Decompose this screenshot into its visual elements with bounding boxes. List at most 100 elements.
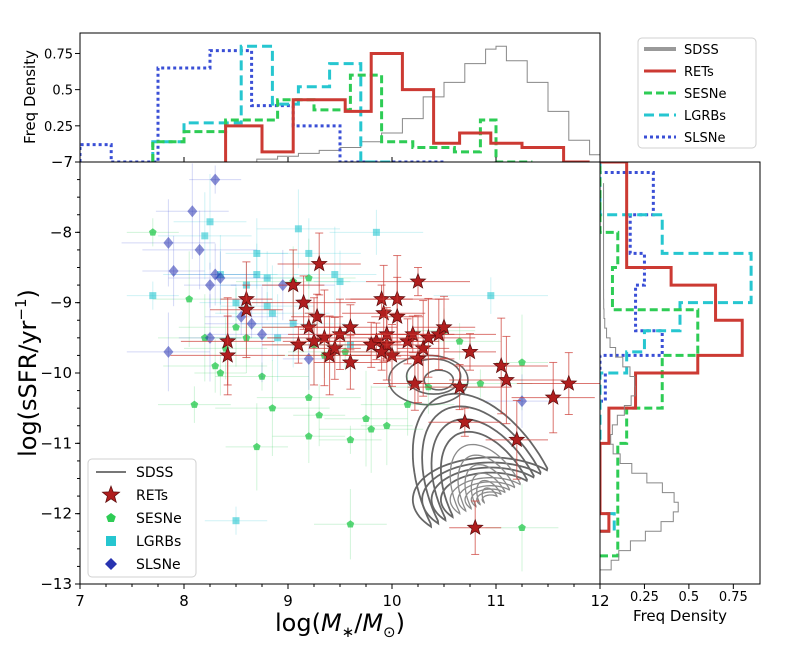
- sesne-point: [194, 350, 247, 396]
- sesne-point: [272, 409, 346, 464]
- hist-legend-label: SDSS: [684, 43, 719, 58]
- rets-point: [407, 364, 512, 411]
- sesne-point: [152, 251, 226, 347]
- lgrbs-point: [158, 192, 252, 280]
- slsne-diamond-marker: [215, 272, 226, 285]
- legend-pentagon: [106, 513, 116, 522]
- sesne-pentagon-marker: [362, 414, 370, 422]
- sesne-pentagon-marker: [149, 228, 157, 236]
- main-ytick-label: −9: [50, 294, 72, 312]
- rets-point: [397, 300, 450, 397]
- main-xtick-label: 8: [179, 592, 189, 610]
- sesne-pentagon-marker: [315, 411, 323, 419]
- rets-point: [334, 321, 408, 368]
- ret-star-marker: [456, 413, 474, 430]
- ret-star-marker: [373, 290, 391, 307]
- slsne-diamond-marker: [246, 317, 257, 330]
- sdss-contour-line: [470, 472, 506, 508]
- ret-star-marker: [419, 328, 437, 346]
- rets-point: [262, 249, 325, 321]
- sdss-contour-line: [481, 487, 498, 505]
- rets-point: [277, 232, 361, 296]
- legend-square: [106, 536, 116, 546]
- sesne-pentagon-marker: [455, 337, 464, 345]
- ret-star-marker: [508, 430, 526, 448]
- lgrb-square-marker: [336, 278, 344, 286]
- hist-legend-item: LGRBs: [644, 109, 726, 124]
- ret-star-marker: [388, 307, 406, 325]
- legend-diamond: [105, 558, 117, 570]
- sesne-pentagon-marker: [305, 393, 313, 401]
- slsne-point: [168, 251, 273, 305]
- rets-point: [267, 289, 382, 387]
- top-hist-lgrbs: [151, 44, 392, 162]
- lgrb-square-marker: [149, 292, 157, 300]
- lgrbs-point: [204, 506, 268, 535]
- ret-star-marker: [237, 300, 255, 318]
- sesne-point: [256, 362, 361, 433]
- ret-star-marker: [295, 293, 313, 310]
- right-xtick-label: 0.75: [719, 590, 748, 605]
- main-legend-item: SDSS: [96, 465, 174, 481]
- hist-legend-label: SESNe: [684, 87, 726, 102]
- slsne-diamond-marker: [303, 352, 314, 365]
- top-hist-slsne: [80, 49, 444, 162]
- slsne-point: [178, 294, 242, 382]
- slsne-point: [189, 165, 242, 194]
- main-xtick-label: 9: [283, 592, 293, 610]
- sesne-point: [293, 384, 346, 447]
- sesne-point: [163, 339, 268, 393]
- ret-star-marker: [497, 371, 515, 388]
- sdss-contour-line: [421, 405, 542, 526]
- hist-legend-item: RETs: [644, 65, 714, 80]
- ret-star-marker: [461, 342, 479, 360]
- slsne-diamond-marker: [210, 173, 221, 186]
- lgrbs-point: [215, 251, 320, 305]
- lgrbs-point: [126, 281, 179, 310]
- sesne-point: [319, 425, 382, 454]
- sesne-pentagon-marker: [190, 400, 199, 408]
- main-legend-label: LGRBs: [136, 534, 181, 550]
- top-histogram-steps: [80, 44, 600, 162]
- ret-star-marker: [492, 357, 510, 374]
- lgrb-square-marker: [206, 218, 214, 226]
- sesne-pentagon-marker: [268, 404, 277, 412]
- slsne-diamond-marker: [205, 331, 215, 344]
- right-histogram-xticks: 0.25 0.5 0.75: [630, 584, 748, 605]
- main-legend-item: SLSNe: [105, 557, 181, 573]
- ret-star-marker: [409, 272, 427, 289]
- ret-star-marker: [430, 325, 448, 342]
- lgrbs-point: [433, 277, 548, 314]
- hist-legend-label: LGRBs: [684, 109, 726, 124]
- lgrb-square-marker: [289, 320, 297, 328]
- rets-point: [449, 500, 502, 555]
- hist-legend-label: SLSNe: [684, 131, 725, 146]
- main-legend-label: SESNe: [136, 511, 182, 527]
- ret-star-marker: [289, 335, 307, 353]
- slsne-point: [485, 374, 559, 428]
- sesne-pentagon-marker: [346, 520, 355, 528]
- rets-point: [366, 267, 470, 297]
- sesne-pentagon-marker: [211, 362, 219, 370]
- legend-star: [101, 484, 121, 504]
- sdss-contour-line: [430, 418, 535, 523]
- main-ytick-label: −13: [40, 575, 72, 593]
- slsne-point: [126, 312, 210, 392]
- top-extra-tick-label: −7: [51, 153, 73, 171]
- main-ytick-label: −11: [40, 434, 72, 452]
- ret-star-marker: [373, 342, 391, 360]
- slsne-diamond-marker: [257, 328, 267, 341]
- lgrbs-point: [215, 243, 299, 306]
- main-legend-label: RETs: [136, 488, 168, 504]
- rets-point: [262, 326, 335, 364]
- main-legend: SDSS RETs SESNe LGRBs SLSNe: [87, 458, 197, 578]
- main-ytick-label: −12: [40, 505, 72, 523]
- lgrb-square-marker: [305, 249, 313, 257]
- sesne-pentagon-marker: [383, 421, 391, 429]
- main-scatter-panel: 7 8 9 10 11 12 −13 −12 −11 −10 −9 −8 log(M∗/M⊙) lo…: [12, 157, 610, 641]
- main-xtick-label: 7: [75, 592, 85, 610]
- lgrb-square-marker: [253, 249, 261, 257]
- rets-point: [428, 407, 502, 437]
- ret-star-marker: [560, 374, 578, 391]
- ret-star-marker: [435, 318, 453, 335]
